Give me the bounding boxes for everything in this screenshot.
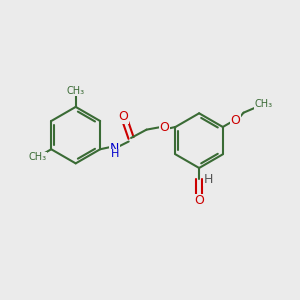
Text: N: N — [110, 142, 119, 155]
Text: O: O — [118, 110, 128, 123]
Text: O: O — [194, 194, 204, 207]
Text: CH₃: CH₃ — [254, 99, 272, 110]
Text: H: H — [110, 149, 119, 159]
Text: H: H — [204, 173, 213, 186]
Text: CH₃: CH₃ — [67, 85, 85, 96]
Text: O: O — [230, 114, 240, 127]
Text: CH₃: CH₃ — [28, 152, 46, 162]
Text: O: O — [159, 121, 169, 134]
